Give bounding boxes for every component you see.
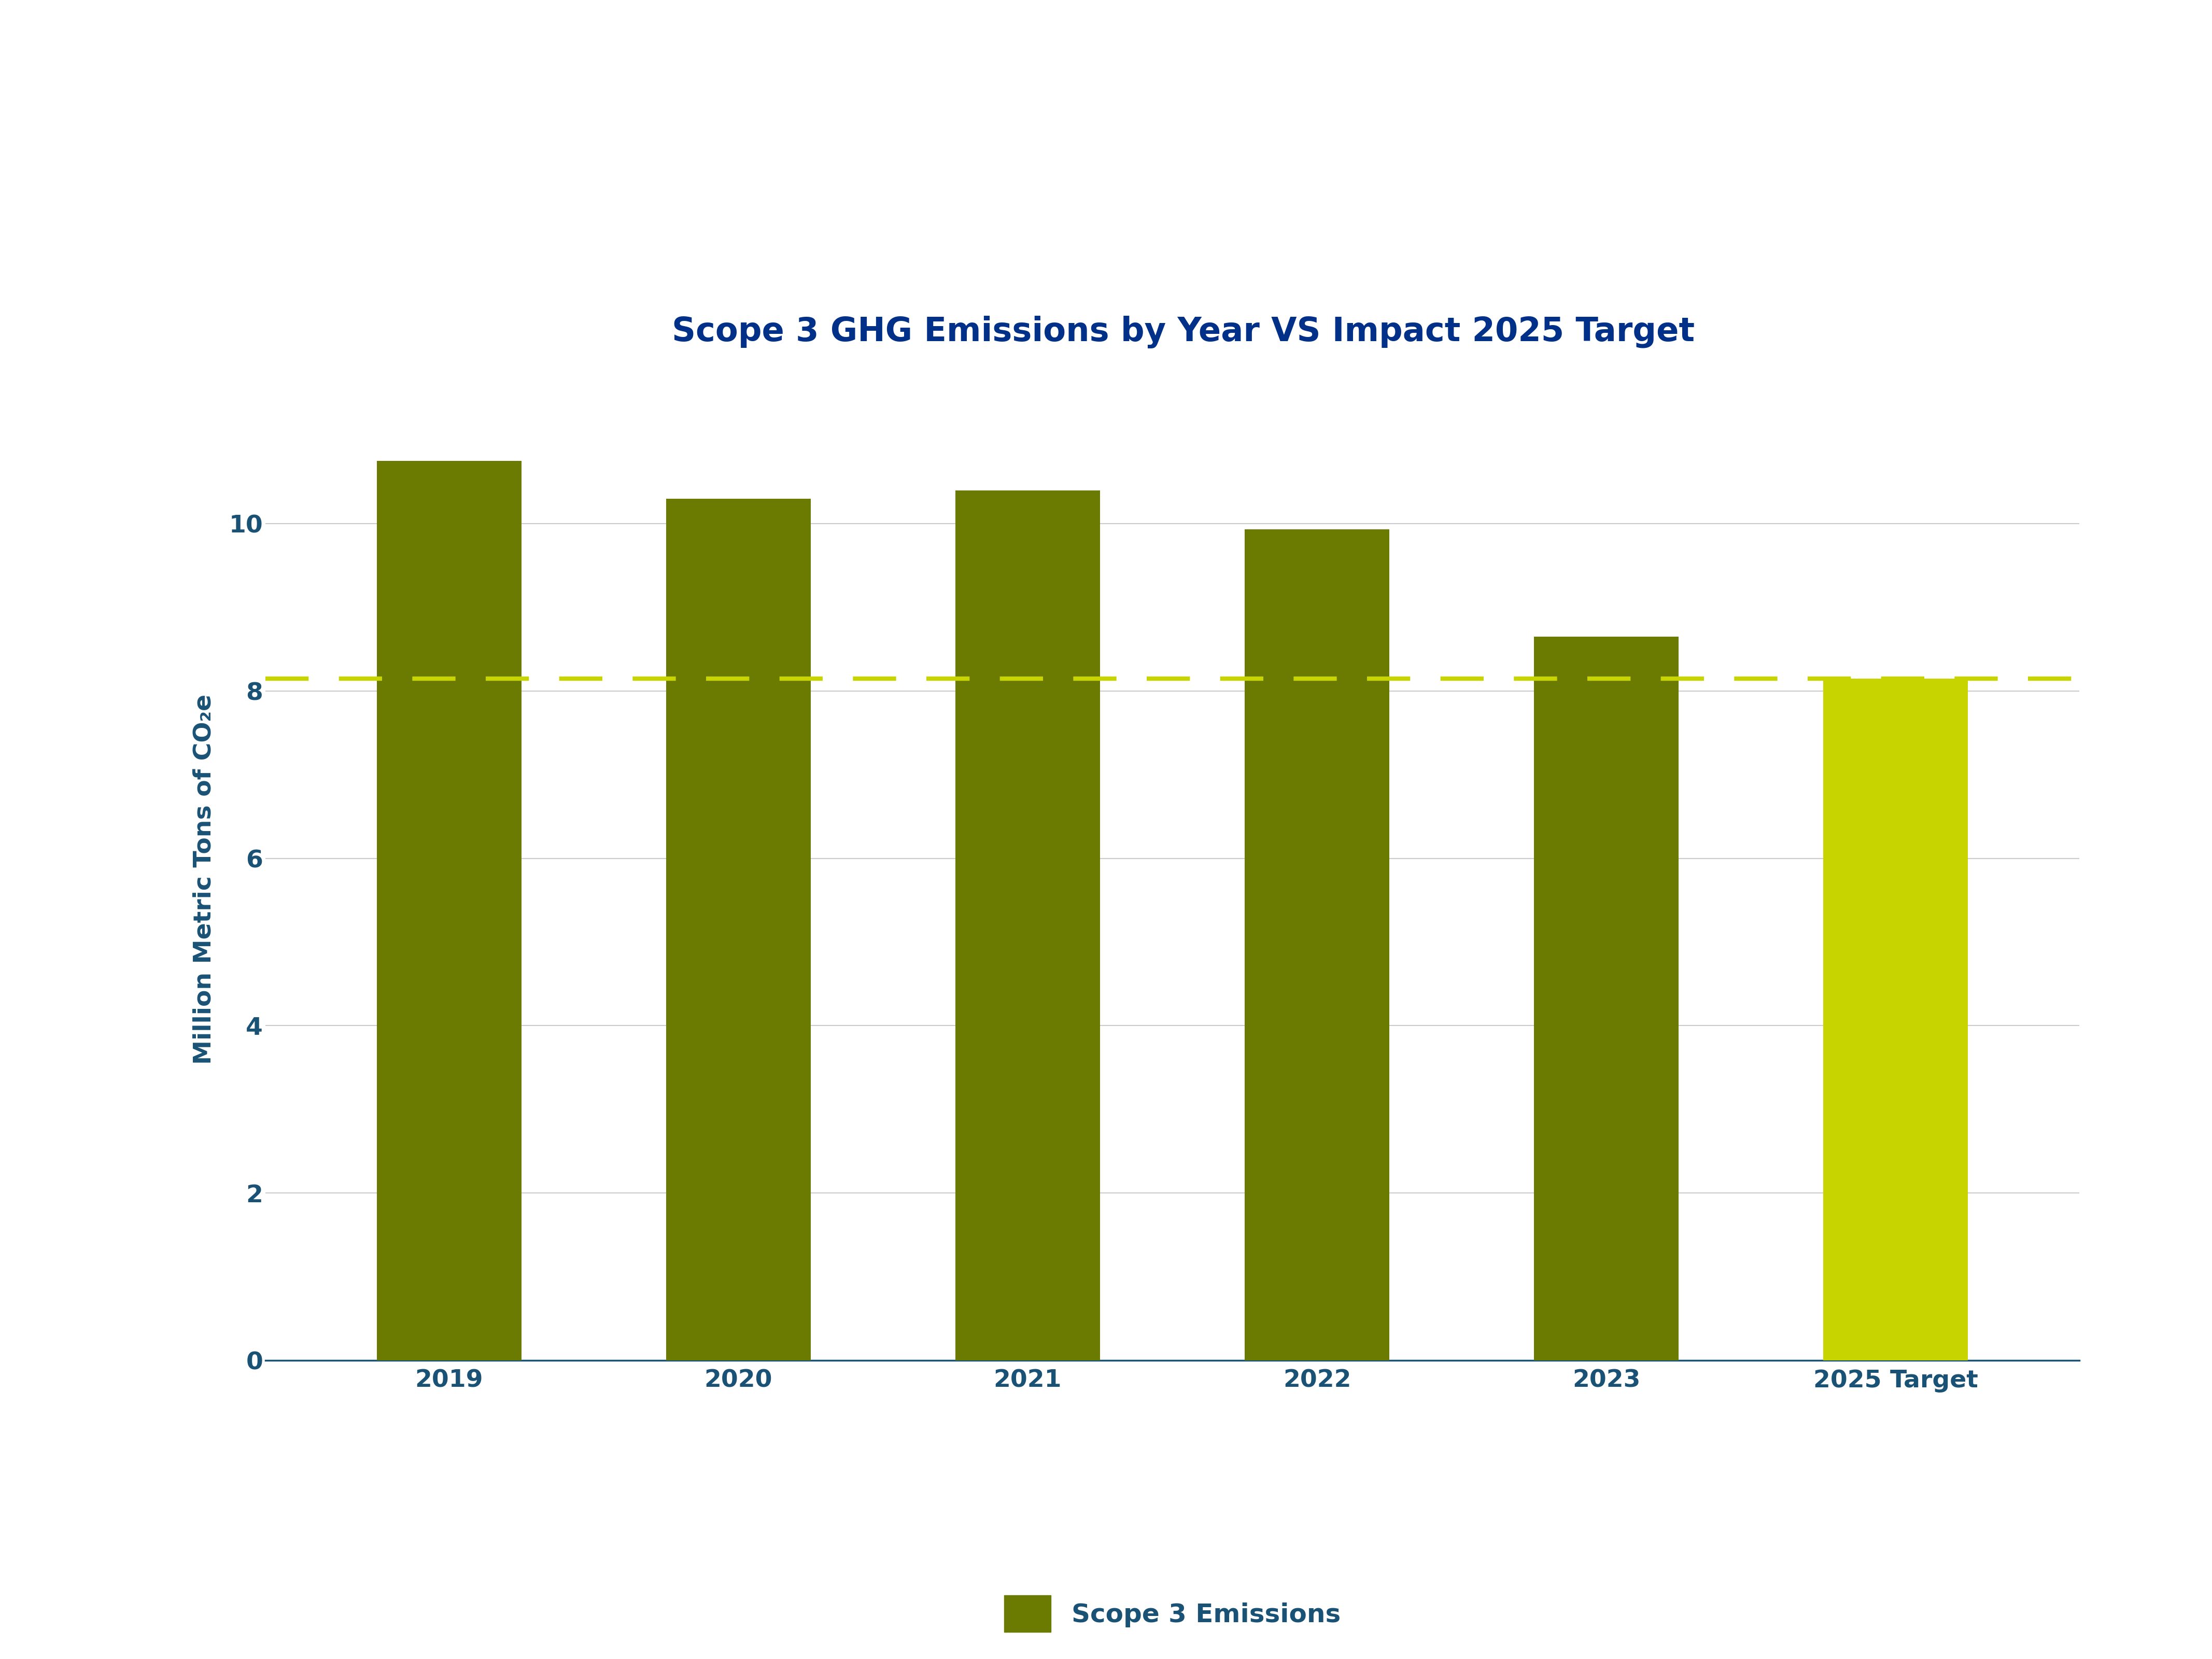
Bar bbox=[376, 461, 522, 1360]
Bar bbox=[666, 499, 812, 1360]
Text: Scope 3 GHG Emissions by Year VS Impact 2025 Target: Scope 3 GHG Emissions by Year VS Impact … bbox=[672, 315, 1694, 348]
Bar bbox=[956, 489, 1099, 1360]
Legend: Scope 3 Emissions: Scope 3 Emissions bbox=[993, 1584, 1352, 1642]
Y-axis label: Million Metric Tons of CO₂e: Million Metric Tons of CO₂e bbox=[192, 693, 217, 1065]
Bar bbox=[1245, 529, 1389, 1360]
Bar bbox=[1533, 637, 1679, 1360]
Bar bbox=[1823, 679, 1969, 1360]
